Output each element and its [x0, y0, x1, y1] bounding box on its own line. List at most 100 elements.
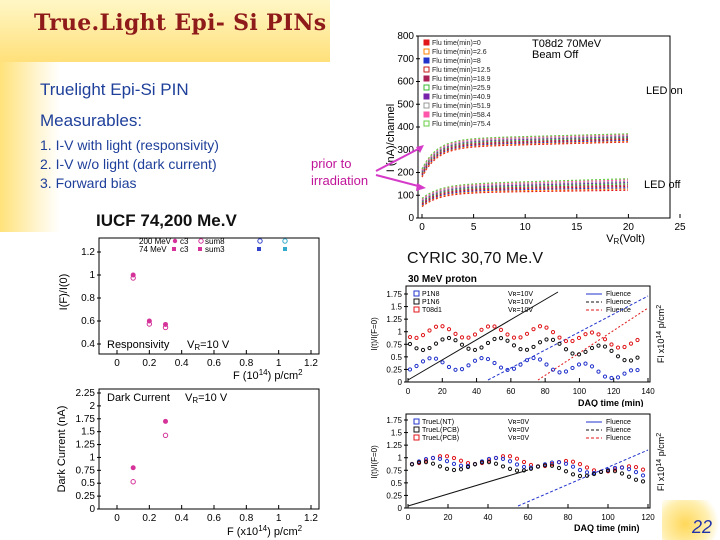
data-point: [437, 464, 443, 469]
resp-annotation: Responsivity: [107, 339, 170, 351]
y-tick-label: 0.4: [81, 339, 95, 350]
x-tick-label: 0: [114, 513, 120, 524]
data-point: [420, 332, 426, 338]
x-tick-label: 0.8: [239, 358, 253, 369]
data-point: [466, 335, 471, 340]
data-point: [615, 375, 621, 380]
list-item: 3. Forward bias: [40, 175, 137, 191]
data-point: [440, 337, 445, 342]
y-tick-label: 1: [398, 328, 403, 337]
x-tick-label: 20: [623, 222, 635, 233]
iv-series-led-on: [421, 133, 629, 170]
data-point: [549, 463, 555, 468]
data-point: [437, 454, 443, 459]
iv-series-led-off: [421, 182, 629, 202]
data-point: [577, 473, 583, 479]
fluence-line: [487, 295, 649, 381]
data-point: [570, 338, 575, 344]
legend-marker: [423, 120, 430, 127]
data-point: [583, 332, 588, 337]
data-point: [466, 346, 471, 351]
legend-entry: Flu time(min)=40.9: [432, 94, 491, 101]
data-point: [420, 359, 426, 364]
data-point: [570, 459, 576, 464]
legend-entry: P1N8: [422, 291, 440, 298]
data-point: [485, 324, 491, 329]
data-point: [537, 324, 543, 329]
data-point: [550, 337, 556, 343]
iv-series-led-off: [421, 179, 629, 200]
cyric-bottom-plot: 1.75 1.5 1.25 1 0.75 0.5 0.25 0 0 20 40 60 80 100 120…: [370, 413, 666, 533]
legend-entry: P1N6: [422, 299, 440, 306]
legend-marker: [413, 434, 420, 441]
x-tick-label: 140: [641, 387, 655, 396]
data-point: [626, 474, 632, 479]
cyric-30mev-plot: 30 MeV proton 1.75 1.5 1.25 1 0.75 0.5 0.25 0 0…: [370, 274, 666, 407]
data-point: [596, 343, 601, 348]
iv-series-led-off: [421, 184, 629, 204]
svg-text:sum8: sum8: [205, 237, 225, 246]
legend-entry: Fluence: [606, 435, 631, 442]
data-point: [453, 331, 458, 336]
data-point: [500, 464, 506, 469]
y-tick-label: 800: [397, 31, 414, 42]
data-point: [507, 454, 513, 459]
legend-marker: [413, 418, 420, 425]
responsivity-plot: 1.2 1 0.8 0.6 0.4 0 0.2 0.4 0.6 0.8 1 1.2 I(F)/I(0…: [58, 237, 320, 382]
title-band: [0, 0, 330, 62]
data-point: [626, 467, 632, 472]
iv-series-led-on: [421, 139, 629, 176]
measurables-list: 1. I-V with light (responsivity) 2. I-V …: [40, 136, 219, 193]
legend-entry: Vʀ=0V: [508, 419, 529, 426]
y-tick-label: 0.25: [386, 365, 402, 374]
data-point: [472, 347, 478, 353]
data-point: [596, 332, 601, 337]
data-point: [563, 347, 569, 352]
x-tick-label: 120: [641, 513, 655, 522]
y-tick-label: 700: [397, 54, 414, 65]
data-point: [633, 465, 639, 470]
y-tick-label: 0.75: [386, 340, 402, 349]
iv-series-led-on: [421, 141, 629, 178]
x-tick-label: 1.2: [304, 358, 318, 369]
x-tick-label: 80: [564, 513, 573, 522]
legend-marker: [423, 84, 430, 91]
data-point: [528, 466, 534, 471]
legend-marker: [413, 290, 420, 297]
data-point: [518, 335, 523, 340]
svg-text:Fl x1014 p/cm2: Fl x1014 p/cm2: [656, 433, 666, 491]
x-tick-label: 80: [541, 387, 550, 396]
x-tick-label: 1.2: [304, 513, 318, 524]
note-line: irradiation: [311, 173, 369, 188]
svg-text:74 MeV: 74 MeV: [139, 245, 167, 254]
y-tick-label: 2.25: [76, 388, 96, 399]
y-tick-label: 500: [397, 99, 414, 110]
dark-point: [162, 432, 169, 439]
legend-entry: Vʀ=10V: [508, 299, 533, 306]
legend-entry: Fluence: [606, 427, 631, 434]
y-tick-label: 0.5: [81, 478, 95, 489]
legend-entry: Flu time(min)=8: [432, 58, 481, 65]
data-point: [563, 461, 569, 466]
resp-legend: 200 MeV c3 sum8 74 MeV c3 sum3: [139, 237, 288, 254]
data-point: [576, 362, 582, 367]
cyric-label: CYRIC 30,70 Me.V: [407, 250, 544, 267]
data-point: [458, 458, 464, 463]
slide-title: True.Light Epi- Si PINs: [34, 10, 327, 36]
y-tick-label: 1.25: [76, 440, 96, 451]
y-tick-label: 200: [397, 168, 414, 179]
dark-vr: VR=10 V: [185, 392, 228, 405]
data-point: [619, 471, 625, 476]
data-point: [446, 327, 452, 332]
y-tick-label: 400: [397, 122, 414, 133]
legend-entry: Flu time(min)=58.4: [432, 112, 491, 119]
data-point: [507, 466, 513, 471]
iv-beam-status: Beam Off: [532, 49, 579, 61]
legend-entry: TrueL(PCB): [422, 435, 459, 442]
data-point: [465, 461, 471, 466]
led-off-label: LED off: [644, 179, 681, 191]
data-point: [492, 336, 497, 342]
y-tick-label: 0.75: [386, 466, 402, 475]
svg-text:F (x1014) p/cm2: F (x1014) p/cm2: [227, 524, 303, 538]
data-point: [524, 331, 530, 336]
